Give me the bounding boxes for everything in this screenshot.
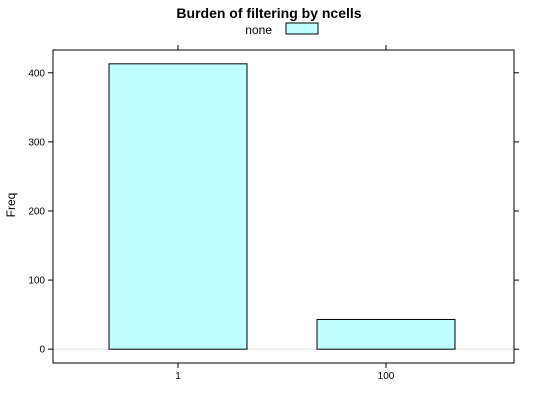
legend-swatch-none xyxy=(285,22,319,35)
legend-label-none: none xyxy=(245,23,272,37)
y-ticks-layer: 0 100 200 300 400 xyxy=(28,68,519,356)
plot-frame xyxy=(52,49,515,364)
x-tick-label-100: 100 xyxy=(378,371,395,382)
bar-100 xyxy=(316,318,456,350)
legend: none xyxy=(245,22,319,37)
x-tick-label-1: 1 xyxy=(175,371,181,382)
bar-1 xyxy=(108,63,248,350)
y-tick-label-0: 0 xyxy=(39,345,45,356)
x-ticks-layer: 1 100 xyxy=(175,45,395,382)
y-tick-label-300: 300 xyxy=(28,137,45,148)
y-tick-label-400: 400 xyxy=(28,68,45,79)
y-tick-label-200: 200 xyxy=(28,206,45,217)
y-axis-label: Freq xyxy=(4,193,18,218)
bars-layer xyxy=(108,63,456,350)
y-tick-label-100: 100 xyxy=(28,276,45,287)
chart-title: Burden of filtering by ncells xyxy=(176,5,361,21)
